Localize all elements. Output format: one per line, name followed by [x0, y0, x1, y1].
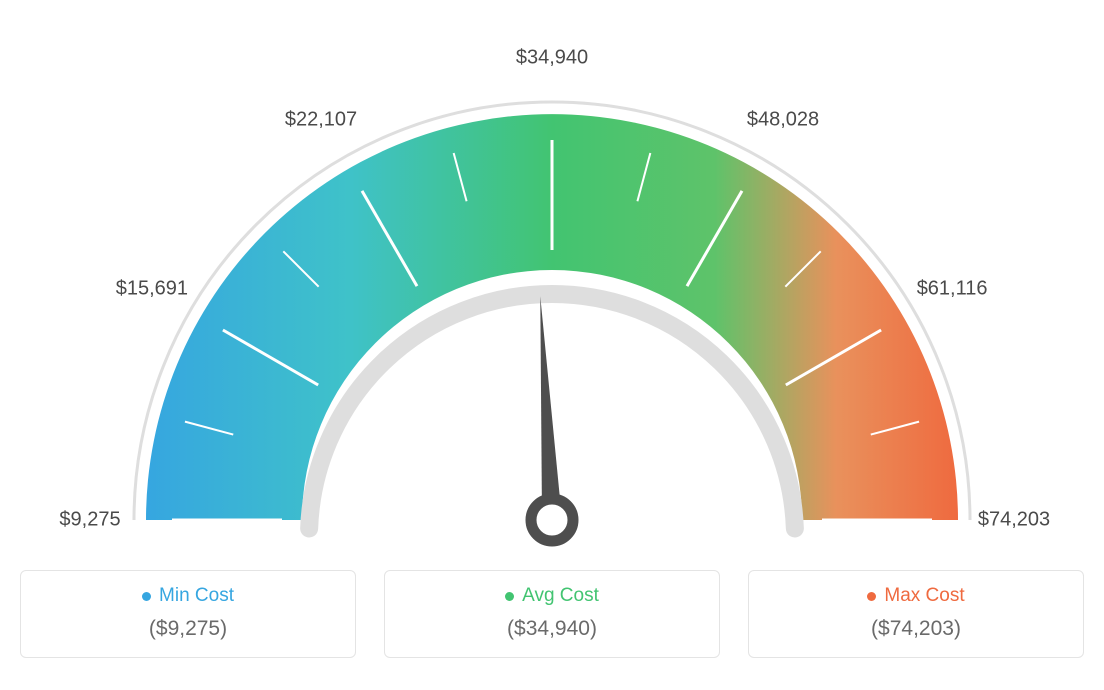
legend-card-min: Min Cost ($9,275) — [20, 570, 356, 658]
legend-card-avg: Avg Cost ($34,940) — [384, 570, 720, 658]
gauge-tick-label: $15,691 — [116, 278, 188, 301]
gauge-tick-label: $34,940 — [516, 47, 588, 70]
legend-row: Min Cost ($9,275) Avg Cost ($34,940) Max… — [20, 570, 1084, 658]
gauge-tick-label: $61,116 — [917, 278, 988, 301]
legend-title-max: Max Cost — [884, 585, 964, 607]
legend-title-min: Min Cost — [159, 585, 234, 607]
gauge-chart: $9,275 $15,691 $22,107 $34,940 $48,028 $61,11… — [20, 20, 1084, 560]
legend-value-max: ($74,203) — [759, 617, 1073, 641]
legend-value-min: ($9,275) — [31, 617, 345, 641]
legend-dot-max — [867, 592, 876, 601]
gauge-tick-label: $22,107 — [285, 108, 357, 131]
legend-value-avg: ($34,940) — [395, 617, 709, 641]
gauge-tick-label: $9,275 — [59, 509, 120, 532]
gauge-tick-label: $74,203 — [978, 509, 1050, 532]
gauge-tick-label: $48,028 — [747, 108, 819, 131]
legend-dot-avg — [505, 592, 514, 601]
legend-card-max: Max Cost ($74,203) — [748, 570, 1084, 658]
legend-dot-min — [142, 592, 151, 601]
legend-title-avg: Avg Cost — [522, 585, 599, 607]
